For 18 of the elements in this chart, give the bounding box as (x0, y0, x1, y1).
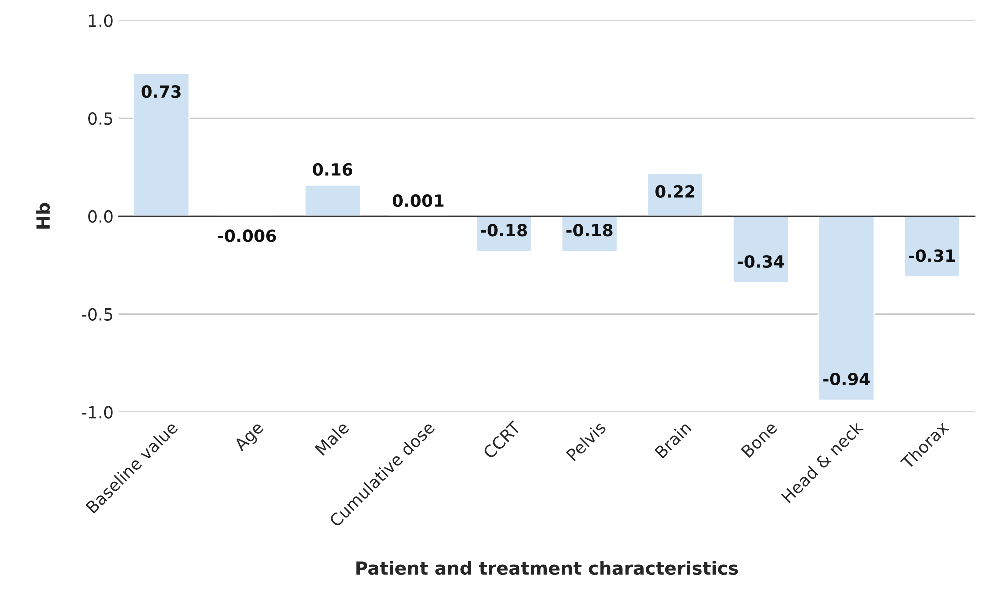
data-label: -0.18 (566, 224, 613, 237)
data-label: -0.94 (824, 372, 870, 386)
data-label: -0.006 (218, 230, 276, 242)
y-tick-label: 0.0 (88, 210, 113, 224)
y-axis-title: Hb (36, 203, 50, 229)
data-label: 0.73 (142, 86, 181, 98)
data-label: 0.001 (392, 194, 444, 208)
y-tick-label: 1.0 (89, 14, 113, 28)
data-label: 0.16 (313, 163, 353, 176)
x-tick-label: Age (233, 421, 267, 454)
y-tick-label: -1.0 (82, 406, 113, 419)
data-label: -0.18 (481, 224, 528, 237)
y-tick-label: -0.5 (82, 308, 112, 321)
y-tick-label: 0.5 (88, 112, 112, 126)
x-axis-title: Patient and treatment characteristics (356, 561, 738, 576)
data-label: 0.22 (656, 185, 695, 198)
data-label: -0.31 (909, 250, 956, 262)
data-label: -0.34 (738, 255, 784, 268)
